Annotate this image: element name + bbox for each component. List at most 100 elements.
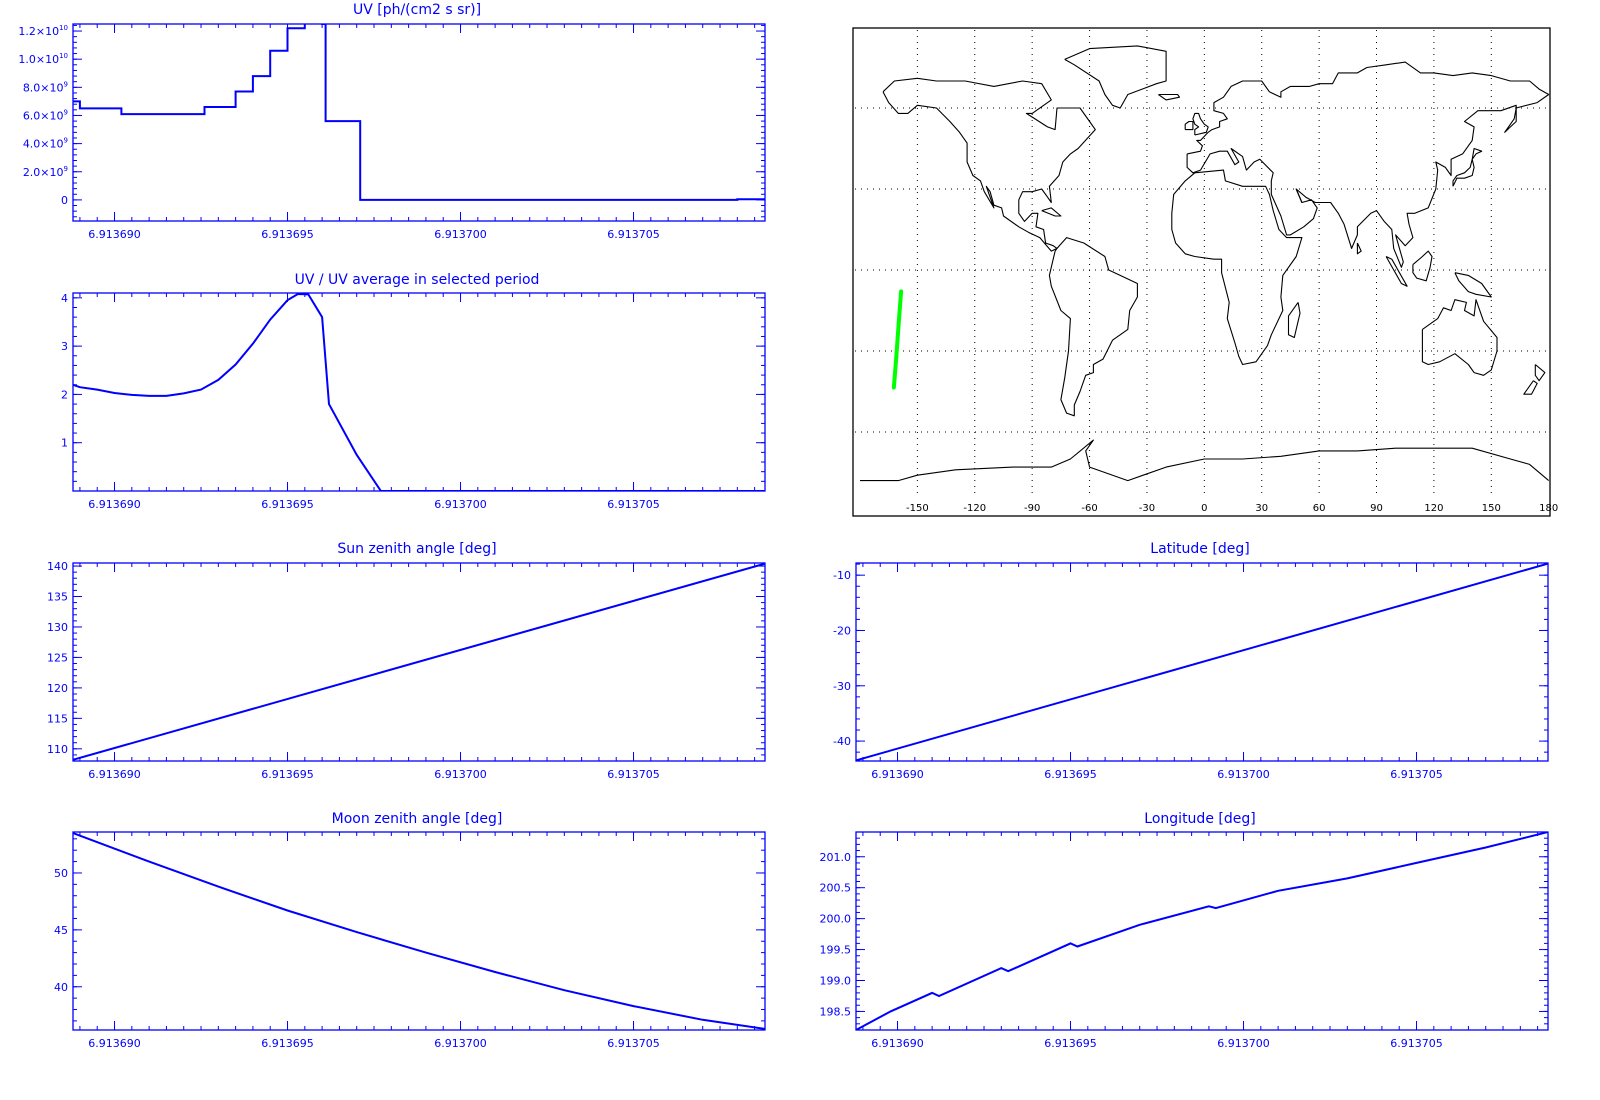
lat-axes-frame	[855, 562, 1549, 762]
x-tick-label: 6.913695	[261, 228, 314, 241]
y-tick-label: 50	[54, 867, 68, 880]
x-tick-label: 6.913700	[434, 1037, 487, 1050]
coastline-antarctica	[860, 439, 1550, 482]
y-tick-label: 2	[61, 388, 68, 401]
lat-series-line	[856, 563, 1548, 761]
y-tick-label: 4	[61, 292, 68, 305]
y-tick-label: 115	[47, 712, 68, 725]
moon-zenith-title: Moon zenith angle [deg]	[331, 811, 503, 827]
coastline-north-america	[882, 77, 1096, 252]
uv-series-line	[73, 24, 765, 201]
latitude-title: Latitude [deg]	[1150, 541, 1250, 557]
uv-title: UV [ph/(cm2 s sr)]	[352, 2, 482, 18]
lon-series-line	[856, 832, 1548, 1030]
lon-axes-frame	[855, 831, 1549, 1031]
x-tick-label: 6.913705	[607, 498, 660, 511]
map-lon-label: -120	[963, 503, 986, 514]
moon-series-line	[73, 832, 765, 1030]
uv-ratio-title: UV / UV average in selected period	[294, 272, 540, 288]
coastline-cuba	[1041, 207, 1062, 217]
y-tick-label: 200.0	[820, 913, 852, 926]
y-tick-label: 0	[61, 194, 68, 207]
world-map: -150 -120 -90 -60 -30 0 30 60 90 120 150 180	[852, 27, 1558, 517]
x-tick-label: 6.913700	[434, 498, 487, 511]
map-lon-label: -150	[906, 503, 929, 514]
y-tick-label: -10	[833, 569, 851, 582]
y-tick-label: 199.0	[820, 975, 852, 988]
x-tick-label: 6.913690	[871, 1037, 924, 1050]
x-tick-label: 6.913700	[1217, 768, 1270, 781]
x-tick-label: 6.913705	[607, 768, 660, 781]
coastline-ireland	[1184, 120, 1194, 131]
y-tick-label: -30	[833, 680, 851, 693]
map-lon-label: 120	[1424, 503, 1443, 514]
y-tick-label: 3	[61, 340, 68, 353]
x-tick-label: 6.913705	[1390, 1037, 1443, 1050]
coastline-new-zealand-south	[1523, 380, 1538, 395]
map-frame	[852, 27, 1551, 517]
ground-track-point	[892, 385, 896, 389]
x-tick-label: 6.913690	[88, 1037, 141, 1050]
coastline-greenland	[1064, 45, 1167, 109]
coastline-sri-lanka	[1356, 242, 1362, 255]
sun-plot: 6.913690 6.913695 6.913700 6.913705 110 115 12…	[47, 560, 766, 781]
coastline-africa	[1171, 169, 1303, 366]
ground-track-point	[899, 289, 903, 293]
ground-track-segment	[891, 354, 899, 390]
coastline-madagascar	[1287, 302, 1301, 339]
y-tick-label: 8.0×109	[23, 80, 68, 94]
x-tick-label: 6.913700	[434, 768, 487, 781]
y-tick-label: 1	[61, 437, 68, 450]
ground-track-point	[894, 354, 898, 358]
coastline-british-isles	[1192, 112, 1209, 136]
sun-series-line	[73, 563, 765, 761]
y-tick-label: 198.5	[820, 1005, 852, 1018]
y-tick-label: 40	[54, 981, 68, 994]
y-tick-label: -20	[833, 624, 851, 637]
uv_ratio-series-line	[73, 293, 765, 491]
y-tick-label: 4.0×109	[23, 137, 68, 151]
map-lon-label: -30	[1139, 503, 1155, 514]
y-tick-label: 120	[47, 682, 68, 695]
x-tick-label: 6.913695	[1044, 768, 1097, 781]
ground-track-segment	[896, 289, 904, 326]
map-lon-label: 30	[1255, 503, 1268, 514]
x-tick-label: 6.913695	[261, 1037, 314, 1050]
y-tick-label: 1.2×1010	[18, 24, 68, 38]
map-lon-label: 60	[1313, 503, 1326, 514]
coastline-sumatra	[1385, 256, 1408, 287]
coastline-japan	[1452, 147, 1483, 187]
y-tick-label: 45	[54, 924, 68, 937]
map-lon-label: 90	[1370, 503, 1383, 514]
y-tick-label: 200.5	[820, 882, 852, 895]
moon-plot: 6.913690 6.913695 6.913700 6.913705 40 45 50	[54, 831, 766, 1050]
ground-track-point	[897, 322, 901, 326]
x-tick-label: 6.913705	[607, 228, 660, 241]
x-tick-label: 6.913695	[1044, 1037, 1097, 1050]
map-lon-label: -60	[1081, 503, 1097, 514]
uv-plot: 6.913690 6.913695 6.913700 6.913705 0 2.0×109…	[18, 23, 766, 241]
moon-axes-frame	[72, 831, 766, 1031]
x-tick-label: 6.913705	[1390, 768, 1443, 781]
y-tick-label: 201.0	[820, 851, 852, 864]
y-tick-label: 125	[47, 651, 68, 664]
coastline-south-america	[1048, 237, 1138, 417]
longitude-title: Longitude [deg]	[1144, 811, 1256, 827]
coastline-borneo	[1412, 250, 1433, 282]
sun-axes-frame	[72, 562, 766, 762]
x-tick-label: 6.913700	[434, 228, 487, 241]
y-tick-label: 2.0×109	[23, 165, 68, 179]
coastline-australia	[1421, 299, 1498, 376]
x-tick-label: 6.913690	[88, 768, 141, 781]
y-tick-label: -40	[833, 735, 851, 748]
x-tick-label: 6.913700	[1217, 1037, 1270, 1050]
ground-track-segment	[894, 322, 901, 359]
sun-zenith-title: Sun zenith angle [deg]	[337, 541, 497, 557]
uv-axes-frame	[72, 23, 766, 222]
x-tick-label: 6.913690	[88, 498, 141, 511]
map-lon-label: 180	[1539, 503, 1558, 514]
coastline-new-zealand-north	[1534, 364, 1546, 382]
uv_ratio-plot: 6.913690 6.913695 6.913700 6.913705 1 2 3 4	[61, 292, 766, 511]
